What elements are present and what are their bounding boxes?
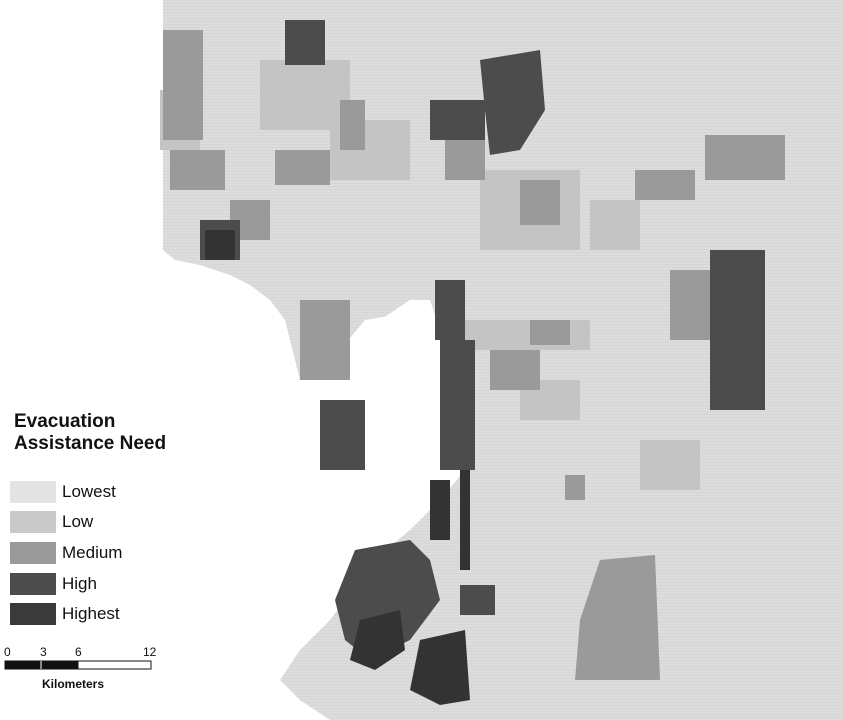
scale-tick: 0 [4,645,11,659]
scale-tick: 12 [143,645,157,659]
scale-tick: 6 [75,645,82,659]
legend-swatch [10,603,56,625]
high-regions [200,20,765,660]
medium-regions [163,30,785,680]
bay-water [340,315,450,470]
scale-unit-label: Kilometers [42,677,105,691]
legend-label: Lowest [62,482,116,501]
highest-regions [205,230,470,705]
legend-title: Evacuation Assistance Need [14,411,166,455]
legend-swatch [10,481,56,503]
legend-label: Highest [62,604,120,623]
legend-label: High [62,574,97,593]
legend-label: Low [62,512,94,531]
scale-bar-graphic [4,660,152,670]
legend-title-line2: Assistance Need [14,433,167,454]
legend-swatch [10,542,56,564]
legend-title-line1: Evacuation [14,411,116,432]
scale-bar: 0 3 6 12 Kilometers [0,645,160,695]
legend-label: Medium [62,543,123,562]
scale-tick: 3 [40,645,47,659]
legend-swatch [10,573,56,595]
legend-swatch [10,511,56,533]
